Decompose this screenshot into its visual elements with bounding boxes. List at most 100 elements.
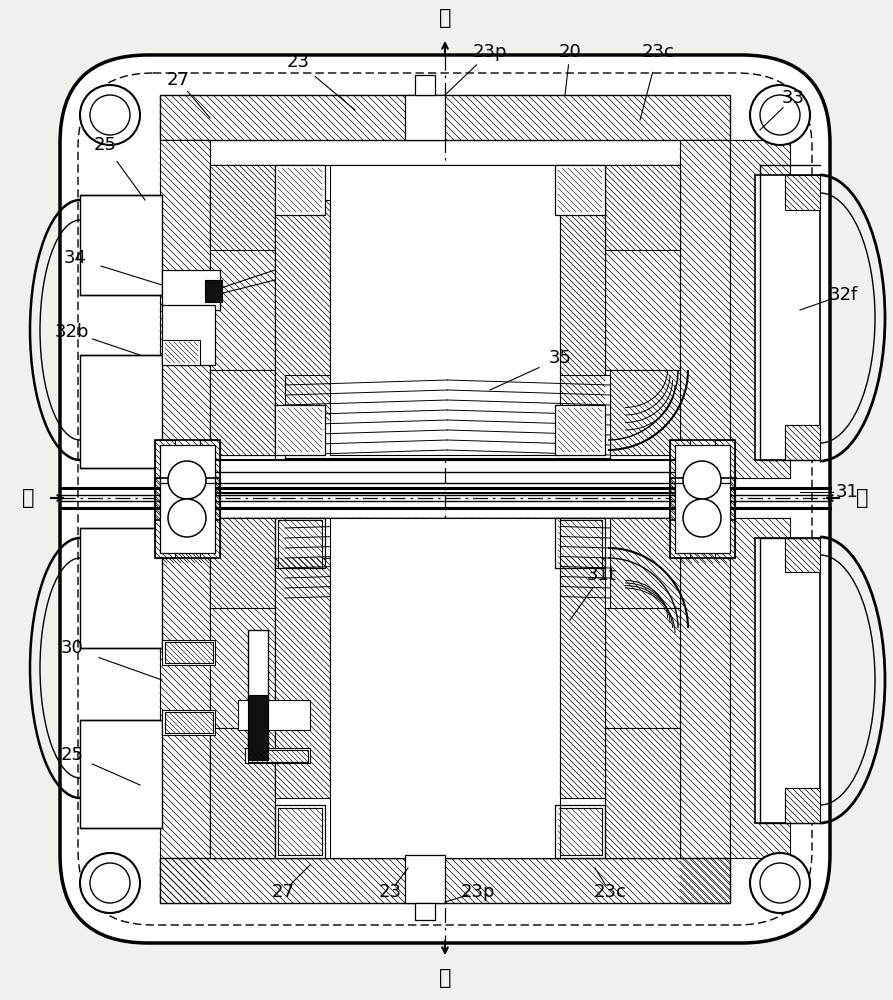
Circle shape — [760, 95, 800, 135]
Bar — [155, 478, 220, 558]
Text: 33: 33 — [781, 89, 805, 107]
Bar — [285, 518, 610, 608]
Bar — [162, 340, 200, 365]
Bar — [555, 165, 605, 215]
Bar — [755, 175, 820, 460]
Text: 25: 25 — [61, 746, 84, 764]
Bar — [210, 518, 275, 608]
Text: 前: 前 — [855, 488, 868, 508]
Bar — [555, 518, 605, 568]
Bar — [715, 440, 735, 520]
Bar — [680, 518, 730, 903]
Circle shape — [90, 863, 130, 903]
Bar — [785, 538, 820, 572]
Circle shape — [683, 499, 721, 537]
Bar — [80, 720, 162, 828]
Text: 23p: 23p — [472, 43, 507, 61]
Bar — [275, 558, 330, 798]
Bar — [162, 640, 215, 665]
Bar — [558, 520, 602, 568]
Text: 23p: 23p — [461, 883, 496, 901]
Bar — [275, 805, 325, 858]
Text: 23: 23 — [287, 53, 310, 71]
Circle shape — [168, 499, 206, 537]
Text: 23c: 23c — [594, 883, 626, 901]
Bar — [670, 478, 735, 558]
Bar — [210, 728, 275, 858]
Bar — [160, 518, 210, 903]
Bar — [558, 808, 602, 855]
Text: 25: 25 — [94, 136, 116, 154]
Text: 30: 30 — [61, 639, 83, 657]
Bar — [160, 445, 215, 515]
Bar — [278, 520, 322, 568]
Bar — [80, 528, 162, 648]
Bar — [605, 518, 680, 858]
Bar — [210, 165, 275, 250]
Bar — [278, 408, 322, 452]
Bar — [605, 518, 680, 608]
Bar — [160, 483, 215, 553]
Bar — [785, 175, 820, 210]
Text: 35: 35 — [548, 349, 572, 367]
Bar — [278, 808, 322, 855]
Bar — [160, 518, 730, 563]
Text: 32f: 32f — [829, 286, 857, 304]
Bar — [670, 440, 690, 520]
Bar — [330, 165, 560, 455]
Text: 23c: 23c — [641, 43, 674, 61]
Bar — [248, 630, 268, 760]
Bar — [275, 370, 610, 460]
Bar — [162, 710, 215, 735]
Bar — [245, 748, 310, 763]
Bar — [275, 728, 605, 858]
Bar — [278, 168, 322, 212]
Bar — [670, 440, 735, 520]
Bar — [560, 200, 605, 420]
Bar — [155, 478, 175, 558]
Bar — [675, 483, 730, 553]
Bar — [162, 305, 215, 365]
Bar — [248, 750, 308, 762]
Bar — [785, 788, 820, 823]
Bar — [715, 478, 735, 558]
Bar — [275, 165, 325, 215]
Bar — [555, 405, 605, 455]
Bar — [680, 140, 730, 478]
Bar — [285, 250, 595, 370]
Bar — [275, 405, 325, 455]
Bar — [210, 518, 275, 858]
Bar — [555, 805, 605, 858]
Circle shape — [80, 85, 140, 145]
Text: 23: 23 — [379, 883, 402, 901]
Bar — [155, 440, 220, 520]
Bar — [165, 342, 198, 363]
Bar — [558, 408, 602, 452]
Bar — [210, 370, 275, 455]
Text: 31: 31 — [836, 483, 858, 501]
Circle shape — [80, 853, 140, 913]
Bar — [605, 165, 680, 250]
Text: 上: 上 — [438, 8, 451, 28]
Bar — [200, 478, 220, 558]
Bar — [160, 95, 730, 140]
Bar — [248, 695, 268, 760]
Bar — [210, 165, 275, 455]
Bar — [285, 375, 610, 458]
Circle shape — [750, 85, 810, 145]
Text: 27: 27 — [166, 71, 189, 89]
Text: 31t: 31t — [587, 566, 617, 584]
Text: 后: 后 — [21, 488, 34, 508]
Bar — [275, 165, 605, 455]
Bar — [160, 858, 730, 903]
Bar — [415, 903, 435, 920]
Bar — [405, 95, 445, 140]
Bar — [275, 200, 330, 420]
FancyBboxPatch shape — [60, 55, 830, 943]
Bar — [275, 518, 605, 858]
Bar — [675, 445, 730, 515]
Bar — [605, 728, 680, 858]
Bar — [330, 518, 560, 858]
Text: 34: 34 — [63, 249, 87, 267]
Bar — [80, 195, 162, 295]
